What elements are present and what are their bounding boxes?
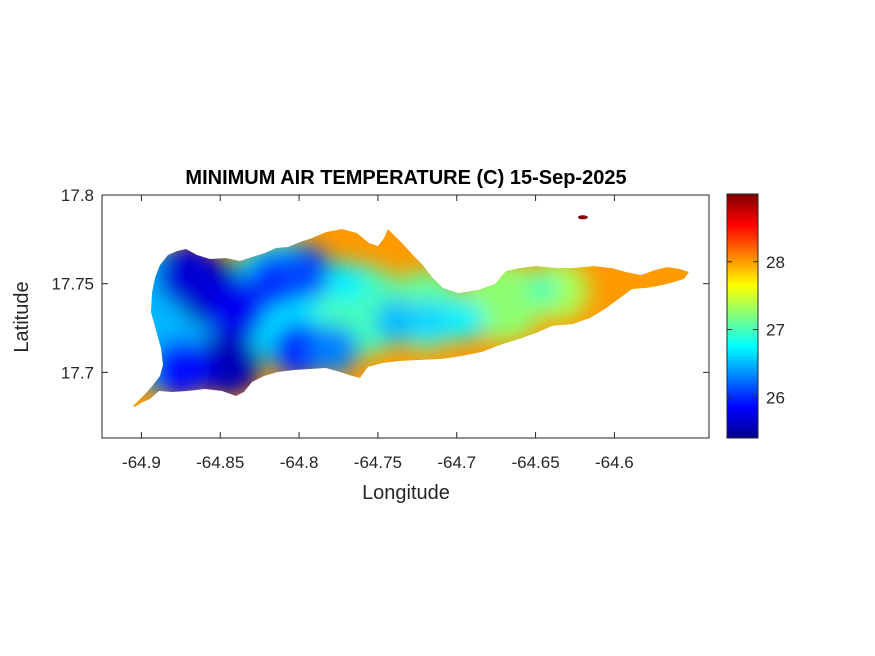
field-point xyxy=(410,299,453,343)
extra-regions xyxy=(577,215,588,220)
field-point xyxy=(156,242,221,307)
offshore-cay xyxy=(577,215,588,220)
y-ticks: 17.7 17.75 17.8 xyxy=(51,186,709,382)
x-ticks: -64.9 -64.85 -64.8 -64.75 -64.7 -64.65 -64.6 xyxy=(122,195,634,472)
colorbar-tick-label: 27 xyxy=(766,321,785,340)
x-axis-label: Longitude xyxy=(362,482,450,504)
x-tick-label: -64.7 xyxy=(437,453,476,472)
map-axes: -64.9 -64.85 -64.8 -64.75 -64.7 -64.65 -64.6 1… xyxy=(11,167,710,504)
colorbar-tick-label: 26 xyxy=(766,388,785,407)
colorbar-tick-label: 28 xyxy=(766,253,785,272)
temperature-field xyxy=(133,229,689,407)
x-tick-label: -64.65 xyxy=(511,453,559,472)
field-point xyxy=(308,324,359,375)
field-point xyxy=(374,298,420,344)
field-point xyxy=(278,245,333,301)
colorbar-ticks: 26 27 28 xyxy=(727,253,785,407)
x-tick-label: -64.6 xyxy=(595,453,634,472)
field-point xyxy=(444,300,485,341)
y-axis-label: Latitude xyxy=(11,281,33,352)
chart-title: MINIMUM AIR TEMPERATURE (C) 15-Sep-2025 xyxy=(185,167,626,189)
plot-frame xyxy=(101,194,710,439)
x-tick-label: -64.8 xyxy=(280,453,319,472)
field-point xyxy=(326,261,367,302)
y-tick-label: 17.8 xyxy=(61,186,94,205)
colorbar: 26 27 28 xyxy=(726,193,785,439)
y-tick-label: 17.7 xyxy=(61,363,94,382)
field-point xyxy=(270,320,328,378)
x-tick-label: -64.85 xyxy=(196,453,244,472)
y-tick-label: 17.75 xyxy=(51,275,94,294)
x-tick-label: -64.75 xyxy=(354,453,402,472)
field-point xyxy=(527,272,560,306)
field-point xyxy=(151,339,211,399)
colorbar-gradient xyxy=(726,193,759,439)
field-point xyxy=(194,330,262,397)
x-tick-label: -64.9 xyxy=(122,453,161,472)
